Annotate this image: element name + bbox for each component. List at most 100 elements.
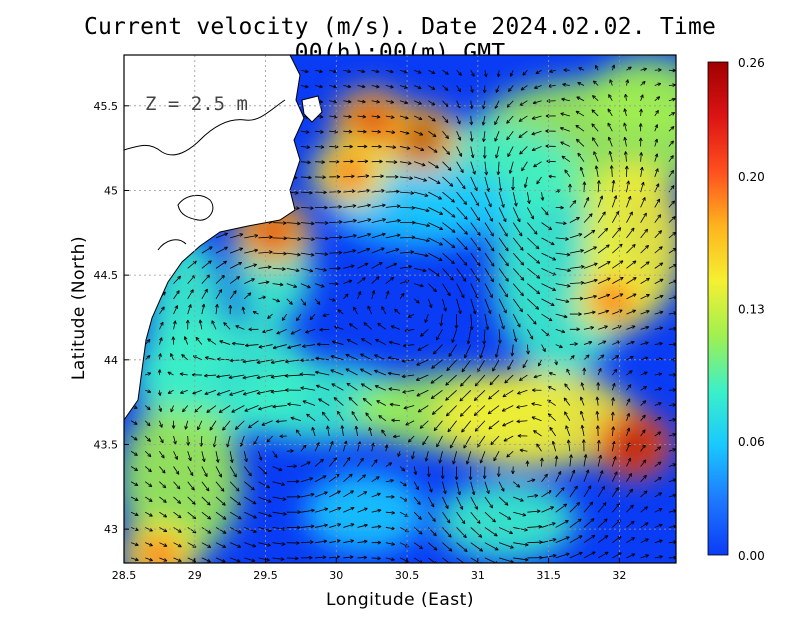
velocity-arrow — [399, 115, 409, 119]
velocity-arrowhead — [410, 191, 415, 195]
velocity-arrowhead — [445, 135, 449, 139]
velocity-arrow — [654, 446, 662, 452]
velocity-arrowhead — [147, 437, 151, 442]
velocity-arrowhead — [382, 218, 386, 222]
velocity-arrowhead — [134, 497, 139, 501]
velocity-arrowhead — [348, 129, 353, 134]
colorbar-tick-label: 0.00 — [738, 549, 765, 563]
velocity-arrow — [385, 542, 395, 545]
velocity-arrowhead — [603, 518, 608, 523]
velocity-arrowhead — [554, 455, 559, 460]
velocity-arrowhead — [296, 541, 300, 545]
velocity-arrow — [508, 85, 514, 92]
velocity-arrow — [442, 496, 449, 509]
velocity-arrow — [569, 343, 578, 345]
velocity-arrow — [654, 461, 662, 467]
y-tick-label: 45 — [104, 184, 118, 197]
velocity-arrowhead — [416, 362, 421, 366]
velocity-arrowhead — [643, 371, 648, 376]
velocity-arrow — [494, 115, 500, 125]
velocity-arrowhead — [468, 476, 473, 481]
velocity-arrowhead — [431, 102, 436, 106]
velocity-arrowhead — [439, 211, 444, 215]
velocity-arrowhead — [273, 454, 278, 458]
velocity-arrow — [456, 542, 468, 552]
velocity-arrow — [300, 222, 315, 225]
velocity-arrow — [470, 85, 474, 93]
velocity-arrowhead — [146, 422, 151, 427]
velocity-arrow — [413, 527, 423, 535]
velocity-arrowhead — [330, 369, 335, 373]
velocity-arrowhead — [643, 386, 647, 390]
velocity-arrow — [448, 344, 457, 357]
velocity-arrow — [315, 371, 330, 376]
velocity-arrow — [598, 294, 610, 300]
velocity-arrow — [361, 338, 372, 345]
velocity-arrow — [456, 85, 461, 92]
velocity-arrow — [640, 357, 649, 361]
velocity-arrow — [611, 165, 613, 177]
velocity-arrowhead — [183, 336, 188, 341]
velocity-arrow — [640, 371, 648, 376]
velocity-arrowhead — [472, 310, 477, 315]
velocity-arrow — [487, 405, 500, 415]
velocity-arrow — [575, 124, 585, 132]
velocity-arrow — [449, 435, 457, 449]
velocity-arrowhead — [598, 367, 602, 372]
velocity-arrowhead — [228, 375, 233, 380]
velocity-arrowhead — [657, 431, 662, 436]
velocity-arrowhead — [446, 151, 451, 155]
velocity-arrowhead — [532, 320, 537, 325]
velocity-arrow — [399, 251, 414, 254]
velocity-arrowhead — [577, 152, 582, 157]
velocity-arrow — [548, 175, 556, 178]
velocity-arrowhead — [617, 227, 622, 232]
velocity-arrow — [353, 306, 358, 315]
velocity-arrowhead — [300, 386, 305, 391]
velocity-arrow — [326, 425, 330, 437]
velocity-arrowhead — [368, 427, 372, 431]
velocity-arrow — [159, 542, 168, 547]
velocity-arrow — [456, 557, 465, 563]
velocity-arrow — [206, 405, 217, 413]
velocity-arrowhead — [222, 426, 226, 431]
velocity-arrow — [612, 293, 624, 300]
velocity-arrowhead — [237, 529, 242, 534]
velocity-arrow — [427, 496, 435, 508]
velocity-arrow — [394, 308, 401, 315]
velocity-arrow — [413, 130, 423, 136]
velocity-arrow — [428, 100, 436, 106]
velocity-arrow — [229, 466, 237, 478]
velocity-arrowhead — [536, 443, 540, 448]
velocity-arrow — [626, 227, 635, 239]
velocity-arrowhead — [464, 354, 468, 359]
velocity-arrowhead — [365, 412, 370, 417]
velocity-arrowhead — [420, 332, 424, 337]
velocity-arrowhead — [322, 175, 326, 180]
velocity-arrowhead — [256, 375, 261, 380]
speed-region — [436, 480, 577, 561]
velocity-arrow — [414, 222, 430, 227]
velocity-arrowhead — [232, 290, 237, 295]
velocity-arrow — [668, 231, 676, 239]
velocity-arrowhead — [337, 490, 341, 495]
velocity-arrow — [640, 429, 646, 437]
velocity-arrowhead — [591, 551, 596, 556]
velocity-arrow — [424, 313, 429, 323]
velocity-arrowhead — [607, 136, 612, 141]
velocity-arrow — [626, 260, 637, 269]
velocity-arrow — [201, 542, 212, 548]
velocity-arrowhead — [470, 89, 474, 93]
coastline-inland-3 — [157, 239, 187, 251]
velocity-arrow — [654, 492, 662, 498]
velocity-arrow — [484, 496, 493, 509]
velocity-arrowhead — [159, 321, 164, 326]
velocity-arrowhead — [501, 408, 506, 412]
velocity-arrowhead — [337, 309, 342, 313]
velocity-arrow — [302, 344, 316, 347]
velocity-arrowhead — [487, 410, 492, 415]
velocity-arrowhead — [642, 459, 647, 464]
velocity-arrowhead — [231, 341, 236, 346]
velocity-arrowhead — [604, 535, 609, 539]
velocity-arrowhead — [522, 512, 527, 517]
